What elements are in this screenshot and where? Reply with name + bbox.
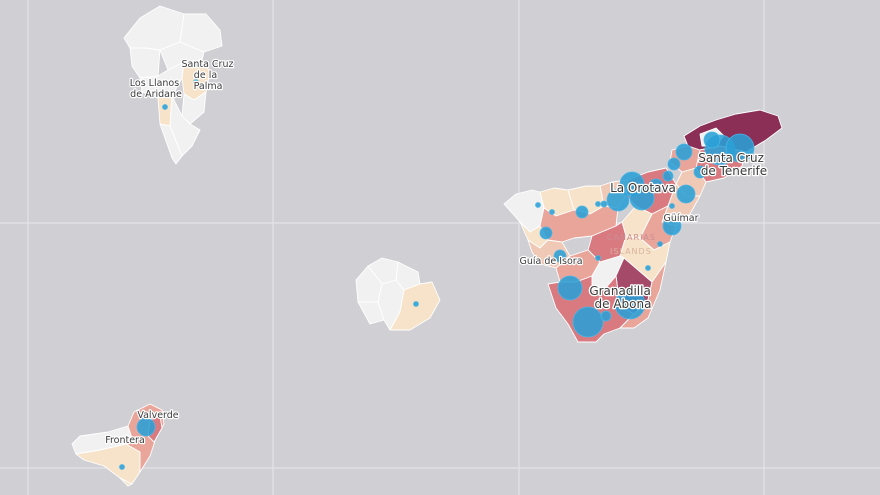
- bubble-arico[interactable]: [645, 265, 651, 271]
- bubbles-tenerife: [535, 131, 755, 338]
- bubble-la-guancha[interactable]: [595, 201, 601, 207]
- label-guia-de-isora: Guía de Isora: [519, 256, 582, 267]
- label-granadilla: Granadilla de Abona: [589, 284, 654, 311]
- label-frontera: Frontera: [105, 435, 145, 446]
- watermark-line-2: ISLANDS: [610, 247, 652, 256]
- bubble-frontera[interactable]: [119, 464, 125, 470]
- bubble-arafo[interactable]: [669, 203, 675, 209]
- bubble-tegueste[interactable]: [703, 131, 721, 149]
- bubble-los-silos[interactable]: [535, 202, 541, 208]
- label-guimar: Güímar: [663, 213, 698, 224]
- municipality-mazo[interactable]: [169, 95, 201, 157]
- island-el-hierro[interactable]: [71, 403, 165, 487]
- watermark-line-1: CANARIAS: [607, 233, 656, 242]
- bubble-granadilla[interactable]: [614, 288, 646, 320]
- label-santa-cruz-palma: Santa Cruz de la Palma: [181, 59, 236, 92]
- island-tenerife[interactable]: CANARIAS ISLANDS: [503, 109, 783, 343]
- label-santa-cruz-tenerife: Santa Cruz de Tenerife: [698, 151, 768, 178]
- bubble-fasnia[interactable]: [657, 241, 663, 247]
- bubble-garachico[interactable]: [549, 209, 555, 215]
- municipality-frontera[interactable]: [75, 443, 141, 485]
- bubble-la-matanza[interactable]: [662, 170, 674, 182]
- municipality-los-llanos[interactable]: [139, 61, 185, 99]
- municipality-arico[interactable]: [619, 261, 667, 329]
- bubble-adeje[interactable]: [557, 275, 583, 301]
- bubble-los-realejos[interactable]: [606, 188, 630, 212]
- bubble-el-rosario[interactable]: [693, 165, 707, 179]
- bubble-san-miguel[interactable]: [600, 310, 612, 322]
- bubble-guia-de-isora[interactable]: [553, 249, 567, 263]
- bubble-el-sauzal[interactable]: [667, 157, 681, 171]
- bubble-tacoronte[interactable]: [675, 143, 693, 161]
- bubble-los-llanos[interactable]: [162, 104, 168, 110]
- bubble-san-andres[interactable]: [193, 61, 199, 67]
- bubble-candelaria[interactable]: [676, 184, 696, 204]
- municipality-el-pinar[interactable]: [119, 477, 133, 487]
- bubble-san-juan-rambla[interactable]: [600, 200, 608, 208]
- label-los-llanos: Los Llanos de Aridane: [130, 78, 182, 100]
- island-la-gomera[interactable]: [355, 257, 441, 331]
- place-labels: Santa Cruz de la Palma Los Llanos de Ari…: [104, 58, 768, 447]
- bubble-santiago-teide[interactable]: [539, 226, 553, 240]
- bubble-valverde[interactable]: [136, 417, 156, 437]
- bubble-arona[interactable]: [572, 306, 604, 338]
- municipality-fuencaliente[interactable]: [159, 123, 183, 165]
- bubble-la-orotava[interactable]: [629, 185, 655, 211]
- bubble-icod[interactable]: [575, 205, 589, 219]
- label-la-orotava: La Orotava: [610, 181, 676, 195]
- bubble-vilaflor[interactable]: [595, 255, 601, 261]
- bubble-san-sebastian[interactable]: [413, 301, 419, 307]
- island-la-palma[interactable]: [123, 5, 223, 165]
- bubble-santa-ursula[interactable]: [648, 178, 664, 194]
- bubble-guimar[interactable]: [662, 216, 682, 236]
- bubble-la-laguna[interactable]: [725, 133, 755, 163]
- bubble-santa-cruz-palma[interactable]: [193, 79, 199, 85]
- label-valverde: Valverde: [137, 410, 178, 421]
